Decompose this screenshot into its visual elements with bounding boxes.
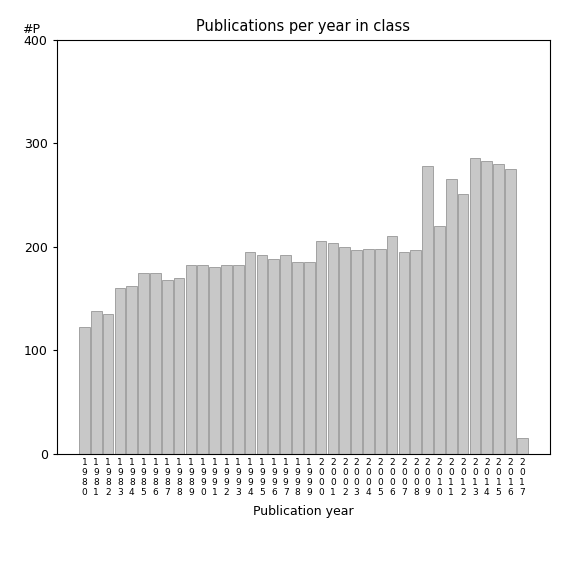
Bar xyxy=(257,255,267,454)
Bar xyxy=(493,164,504,454)
Bar xyxy=(138,273,149,454)
Bar xyxy=(316,242,327,454)
Bar xyxy=(162,280,172,454)
Text: #P: #P xyxy=(22,23,40,36)
Bar xyxy=(399,252,409,454)
Bar xyxy=(280,255,291,454)
Bar xyxy=(352,249,362,454)
Bar xyxy=(103,314,113,454)
Bar xyxy=(411,249,421,454)
Bar xyxy=(150,273,161,454)
Bar xyxy=(469,158,480,454)
Bar xyxy=(517,438,527,454)
Bar xyxy=(387,236,397,454)
Bar xyxy=(115,288,125,454)
Bar xyxy=(304,262,315,454)
Bar xyxy=(185,265,196,454)
Bar xyxy=(328,243,338,454)
Bar xyxy=(446,179,456,454)
Bar xyxy=(221,265,232,454)
Bar xyxy=(375,249,386,454)
Bar xyxy=(79,327,90,454)
Bar xyxy=(363,249,374,454)
Bar xyxy=(197,265,208,454)
Title: Publications per year in class: Publications per year in class xyxy=(196,19,411,35)
Bar xyxy=(422,166,433,454)
Bar xyxy=(292,262,303,454)
Bar xyxy=(91,311,101,454)
Bar xyxy=(233,265,244,454)
X-axis label: Publication year: Publication year xyxy=(253,505,354,518)
Bar xyxy=(174,278,184,454)
Bar xyxy=(434,226,445,454)
Bar xyxy=(245,252,255,454)
Bar xyxy=(209,267,220,454)
Bar xyxy=(126,286,137,454)
Bar xyxy=(268,259,279,454)
Bar xyxy=(505,169,516,454)
Bar xyxy=(340,247,350,454)
Bar xyxy=(481,161,492,454)
Bar xyxy=(458,194,468,454)
